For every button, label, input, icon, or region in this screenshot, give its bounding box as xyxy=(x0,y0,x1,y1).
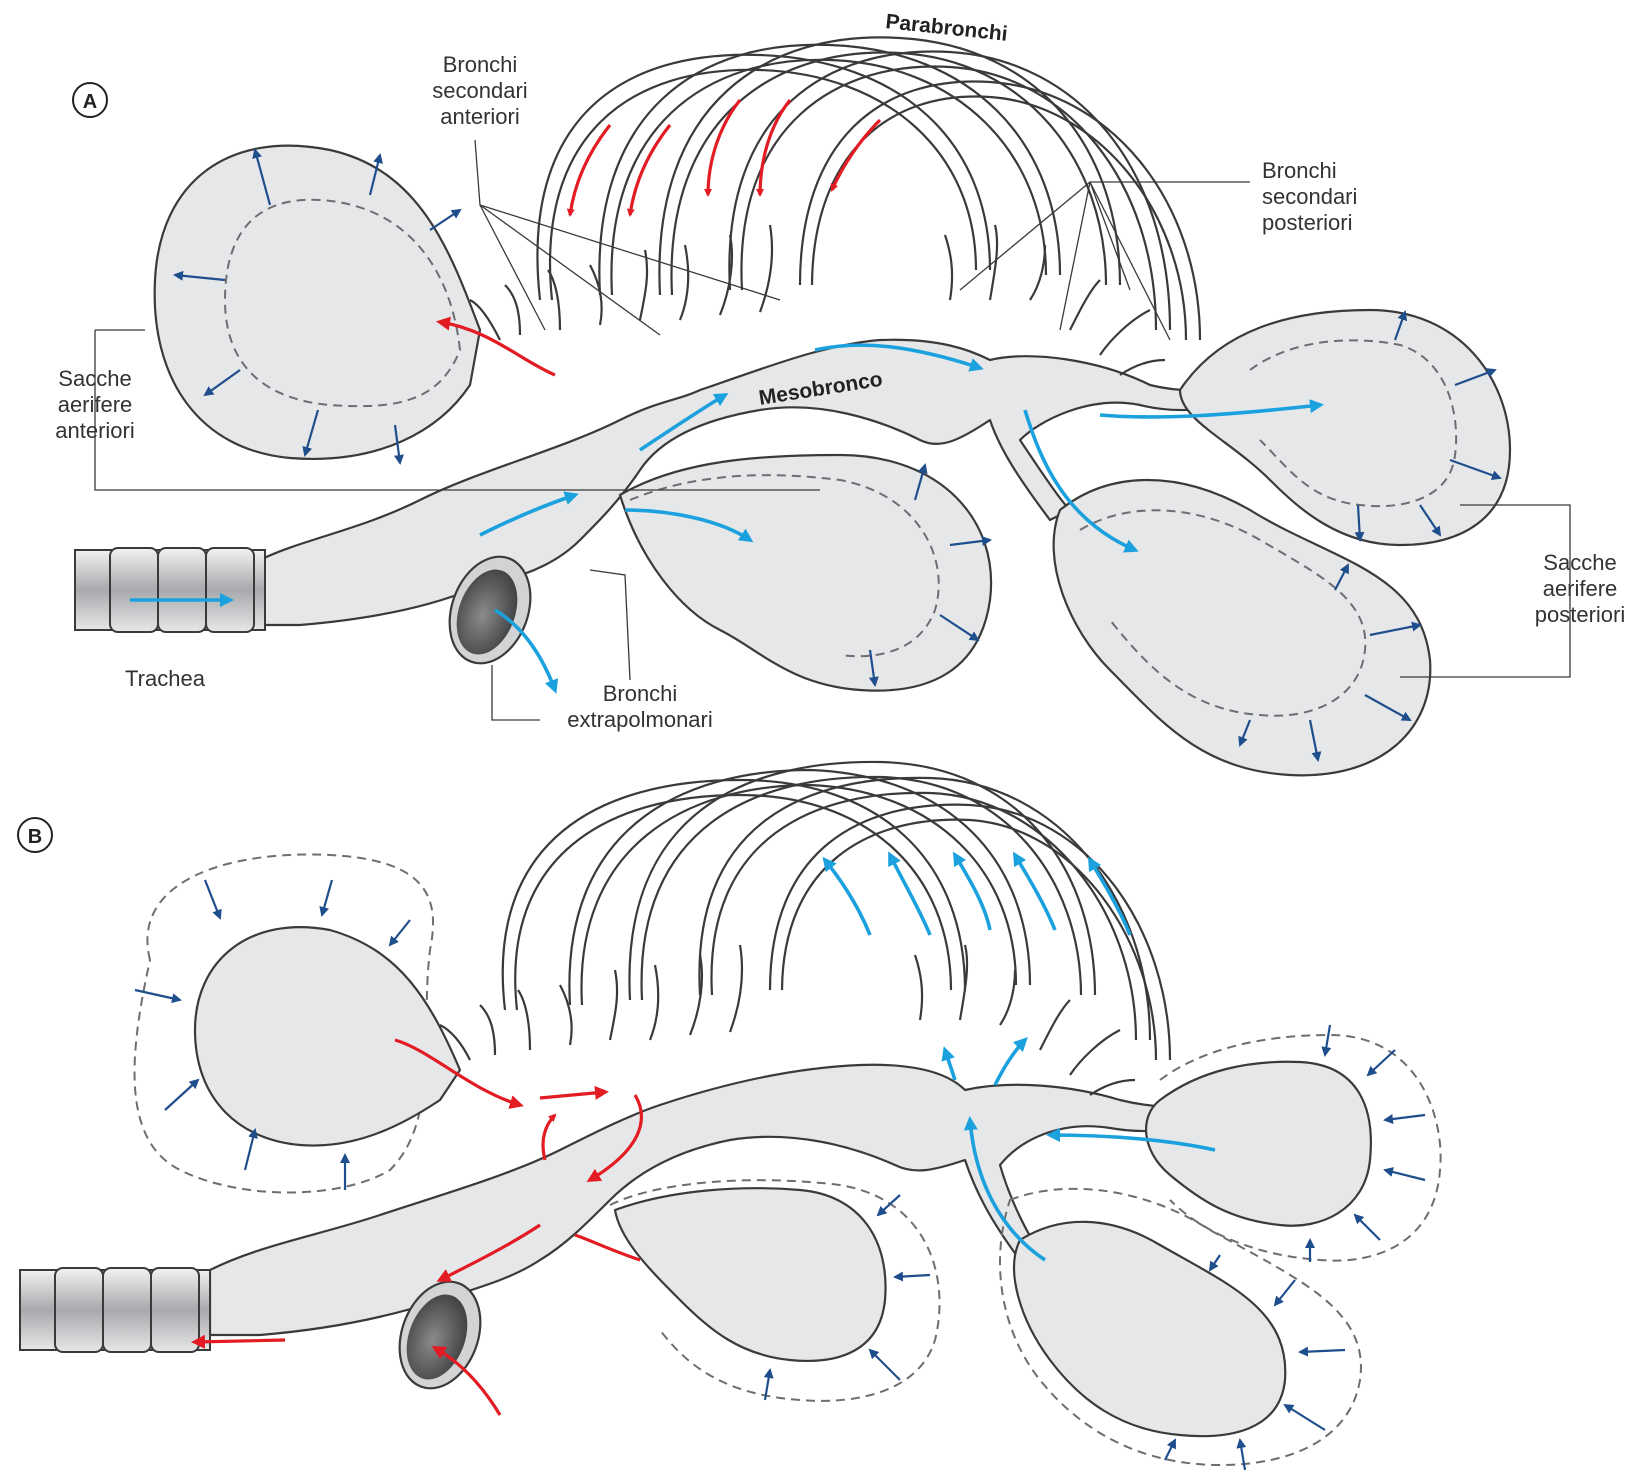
label-sacche-ant-3: anteriori xyxy=(55,418,134,443)
anterior-air-sac-a xyxy=(153,144,482,460)
expiration-arrows-b xyxy=(191,1038,643,1416)
label-bronchi-sec-ant-2: secondari xyxy=(432,78,527,103)
label-bronchi-sec-post-1: Bronchi xyxy=(1262,158,1337,183)
parabronchi-arches-b xyxy=(501,760,1172,1061)
anterior-sac-outline-b xyxy=(133,853,434,1194)
posterior-air-sac-upper-b xyxy=(1145,1060,1372,1227)
posterior-air-sac-upper-a xyxy=(1178,308,1512,547)
panel-a-badge xyxy=(72,82,108,118)
label-bronchi-extrapolmonari-1: Bronchi xyxy=(603,681,678,706)
inspiration-arrows-a xyxy=(130,343,1324,694)
leader-lines-a xyxy=(94,139,1571,721)
posterior-air-sac-lower-b xyxy=(1013,1220,1287,1438)
parabronchi-arches-a xyxy=(536,36,1202,341)
expiration-arrows-a xyxy=(436,99,882,377)
expansion-arrows-a xyxy=(173,148,1502,762)
label-bronchi-extrapolmonari-2: extrapolmonari xyxy=(567,707,713,732)
label-parabronchi: Parabronchi xyxy=(884,10,1008,46)
label-bronchi-sec-ant-1: Bronchi xyxy=(443,52,518,77)
panel-a-letter: A xyxy=(83,91,97,113)
label-trachea: Trachea xyxy=(125,666,206,691)
label-sacche-post-1: Sacche xyxy=(1543,550,1616,575)
posterior-thoracic-sac-a xyxy=(618,453,993,692)
secondary-branches-a xyxy=(469,224,1166,376)
panel-a: A xyxy=(55,10,1625,777)
trachea-a xyxy=(74,547,532,665)
compression-arrows-b xyxy=(134,879,1426,1471)
panel-b-badge xyxy=(17,817,53,853)
label-sacche-post-3: posteriori xyxy=(1535,602,1625,627)
label-sacche-ant-1: Sacche xyxy=(58,366,131,391)
inspiration-arrows-b xyxy=(822,851,1216,1262)
bronchial-tree-a xyxy=(258,338,1272,627)
posterior-air-sac-lower-a xyxy=(1052,479,1432,777)
label-bronchi-sec-post-2: secondari xyxy=(1262,184,1357,209)
panel-b-letter: B xyxy=(28,826,42,848)
label-sacche-ant-2: aerifere xyxy=(58,392,133,417)
label-bronchi-sec-ant-3: anteriori xyxy=(440,104,519,129)
label-bronchi-sec-post-3: posteriori xyxy=(1262,210,1352,235)
posterior-thoracic-sac-b xyxy=(613,1187,887,1362)
panel-b: B xyxy=(17,760,1442,1471)
secondary-branches-b xyxy=(439,944,1136,1096)
anterior-air-sac-b xyxy=(193,926,462,1147)
label-sacche-post-2: aerifere xyxy=(1543,576,1618,601)
